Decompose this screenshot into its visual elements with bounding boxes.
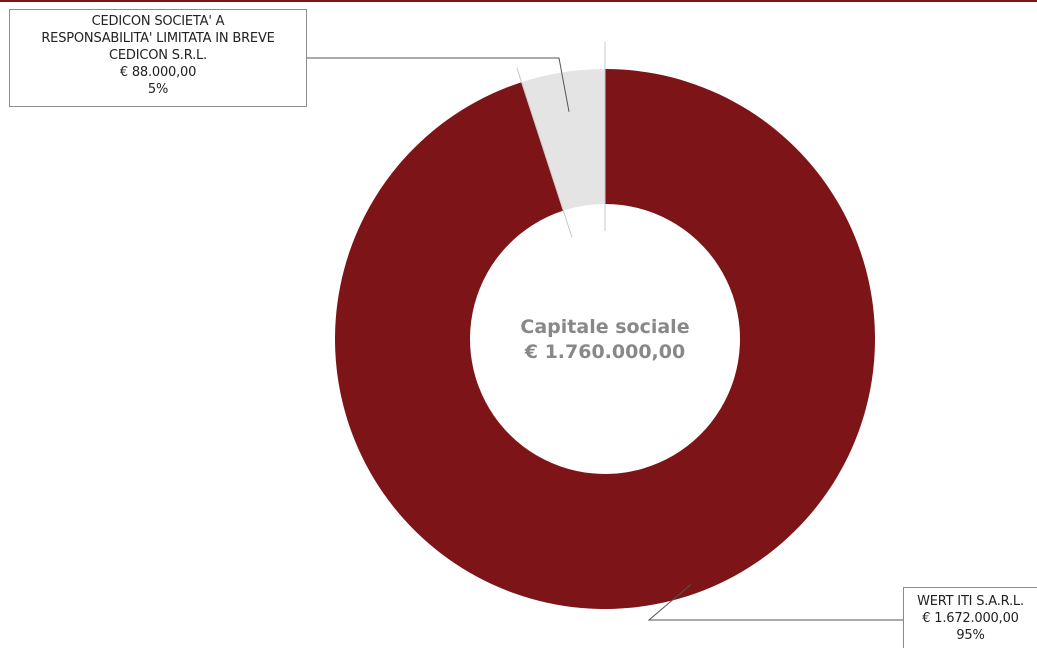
leader-lines-layer (307, 42, 903, 621)
leader-line-wert (647, 584, 903, 621)
slice-label-name-line: CEDICON SOCIETA' A (91, 14, 225, 29)
slice-label-percent: 95% (956, 628, 985, 643)
slice-cedicon (521, 69, 605, 211)
slice-label-value: € 88.000,00 (119, 65, 197, 80)
leader-line-cedicon (307, 57, 570, 112)
center-total-value: € 1.760.000,00 (524, 341, 686, 363)
slice-label-value: € 1.672.000,00 (922, 611, 1019, 626)
slice-label-name-line: RESPONSABILITA' LIMITATA IN BREVE (41, 31, 275, 46)
slice-label-name-line: CEDICON S.R.L. (109, 48, 207, 63)
center-title: Capitale sociale (520, 316, 690, 338)
top-accent-rule (0, 0, 1037, 2)
slice-label-cedicon: CEDICON SOCIETA' A RESPONSABILITA' LIMIT… (9, 9, 307, 107)
slice-separator-minor (516, 67, 573, 238)
slice-label-percent: 5% (147, 82, 169, 97)
slice-wert-iti (335, 69, 875, 609)
slices-layer (335, 69, 875, 609)
slice-label-name-line: WERT ITI S.A.R.L. (917, 594, 1024, 609)
slice-label-wert: WERT ITI S.A.R.L. € 1.672.000,00 95% (903, 587, 1037, 648)
